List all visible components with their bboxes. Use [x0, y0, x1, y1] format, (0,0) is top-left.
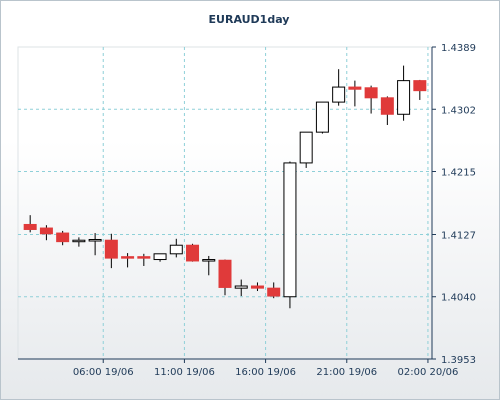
candle-body [23, 223, 37, 230]
candle-body [348, 86, 362, 90]
x-tick-label: 16:00 19/06 [235, 367, 296, 378]
bear-candle [104, 233, 118, 269]
candle-body [88, 238, 102, 242]
y-tick-label: 1.4127 [441, 230, 476, 241]
candle-body [72, 239, 86, 243]
candle-body [380, 97, 394, 115]
bull-candle [332, 69, 346, 106]
bull-candle [299, 131, 313, 168]
bear-candle [121, 253, 135, 268]
bear-candle [23, 215, 37, 233]
bear-candle [364, 85, 378, 114]
candles [23, 65, 427, 309]
candle-body [104, 239, 118, 259]
candle-body [186, 244, 200, 262]
candle-body [315, 101, 329, 133]
chart-title: EURAUD1day [209, 13, 290, 26]
bull-candle [153, 253, 167, 262]
bear-candle [348, 80, 362, 107]
bull-candle [283, 161, 297, 309]
bear-candle [186, 243, 200, 262]
candle-body [267, 287, 281, 297]
bull-candle [397, 65, 411, 121]
bear-candle [250, 282, 264, 292]
candle-body [283, 162, 297, 298]
candle-body [169, 244, 183, 255]
bear-candle [267, 282, 281, 299]
bull-candle [169, 238, 183, 258]
bull-candle [315, 101, 329, 134]
candle-body [153, 253, 167, 261]
bear-candle [56, 230, 70, 246]
candle-body [218, 259, 232, 288]
bear-candle [137, 253, 151, 266]
bull-candle [88, 233, 102, 256]
candle-body [121, 256, 135, 259]
candle-body [397, 80, 411, 115]
candle-body [250, 285, 264, 289]
candle-body [39, 227, 53, 235]
y-tick-label: 1.3953 [441, 355, 476, 366]
y-tick-label: 1.4302 [441, 105, 476, 116]
candle-body [364, 87, 378, 99]
x-tick-label: 11:00 19/06 [154, 367, 215, 378]
x-tick-label: 02:00 20/06 [398, 367, 459, 378]
x-tick-labels: 06:00 19/06 11:00 19/06 16:00 19/06 21:00 1… [73, 359, 459, 378]
candle-body [332, 86, 346, 103]
bull-candle [234, 279, 248, 297]
candle-body [234, 285, 248, 289]
candle-body [202, 259, 216, 262]
y-tick-label: 1.4215 [441, 168, 476, 179]
y-tick-label: 1.4040 [441, 293, 476, 304]
candle-body [137, 256, 151, 259]
x-tick-label: 21:00 19/06 [316, 367, 377, 378]
candle-body [299, 131, 313, 164]
bear-candle [380, 96, 394, 125]
y-tick-labels: 1.4389 1.4302 1.4215 1.4127 1.4040 1.3953 [432, 43, 476, 366]
bear-candle [218, 259, 232, 296]
bear-candle [39, 225, 53, 241]
x-tick-label: 06:00 19/06 [73, 367, 134, 378]
y-tick-label: 1.4389 [441, 43, 476, 54]
axes [18, 47, 433, 360]
candle-body [413, 80, 427, 92]
bull-candle [72, 237, 86, 247]
bear-candle [413, 79, 427, 100]
candle-body [56, 232, 70, 243]
bull-candle [202, 255, 216, 276]
